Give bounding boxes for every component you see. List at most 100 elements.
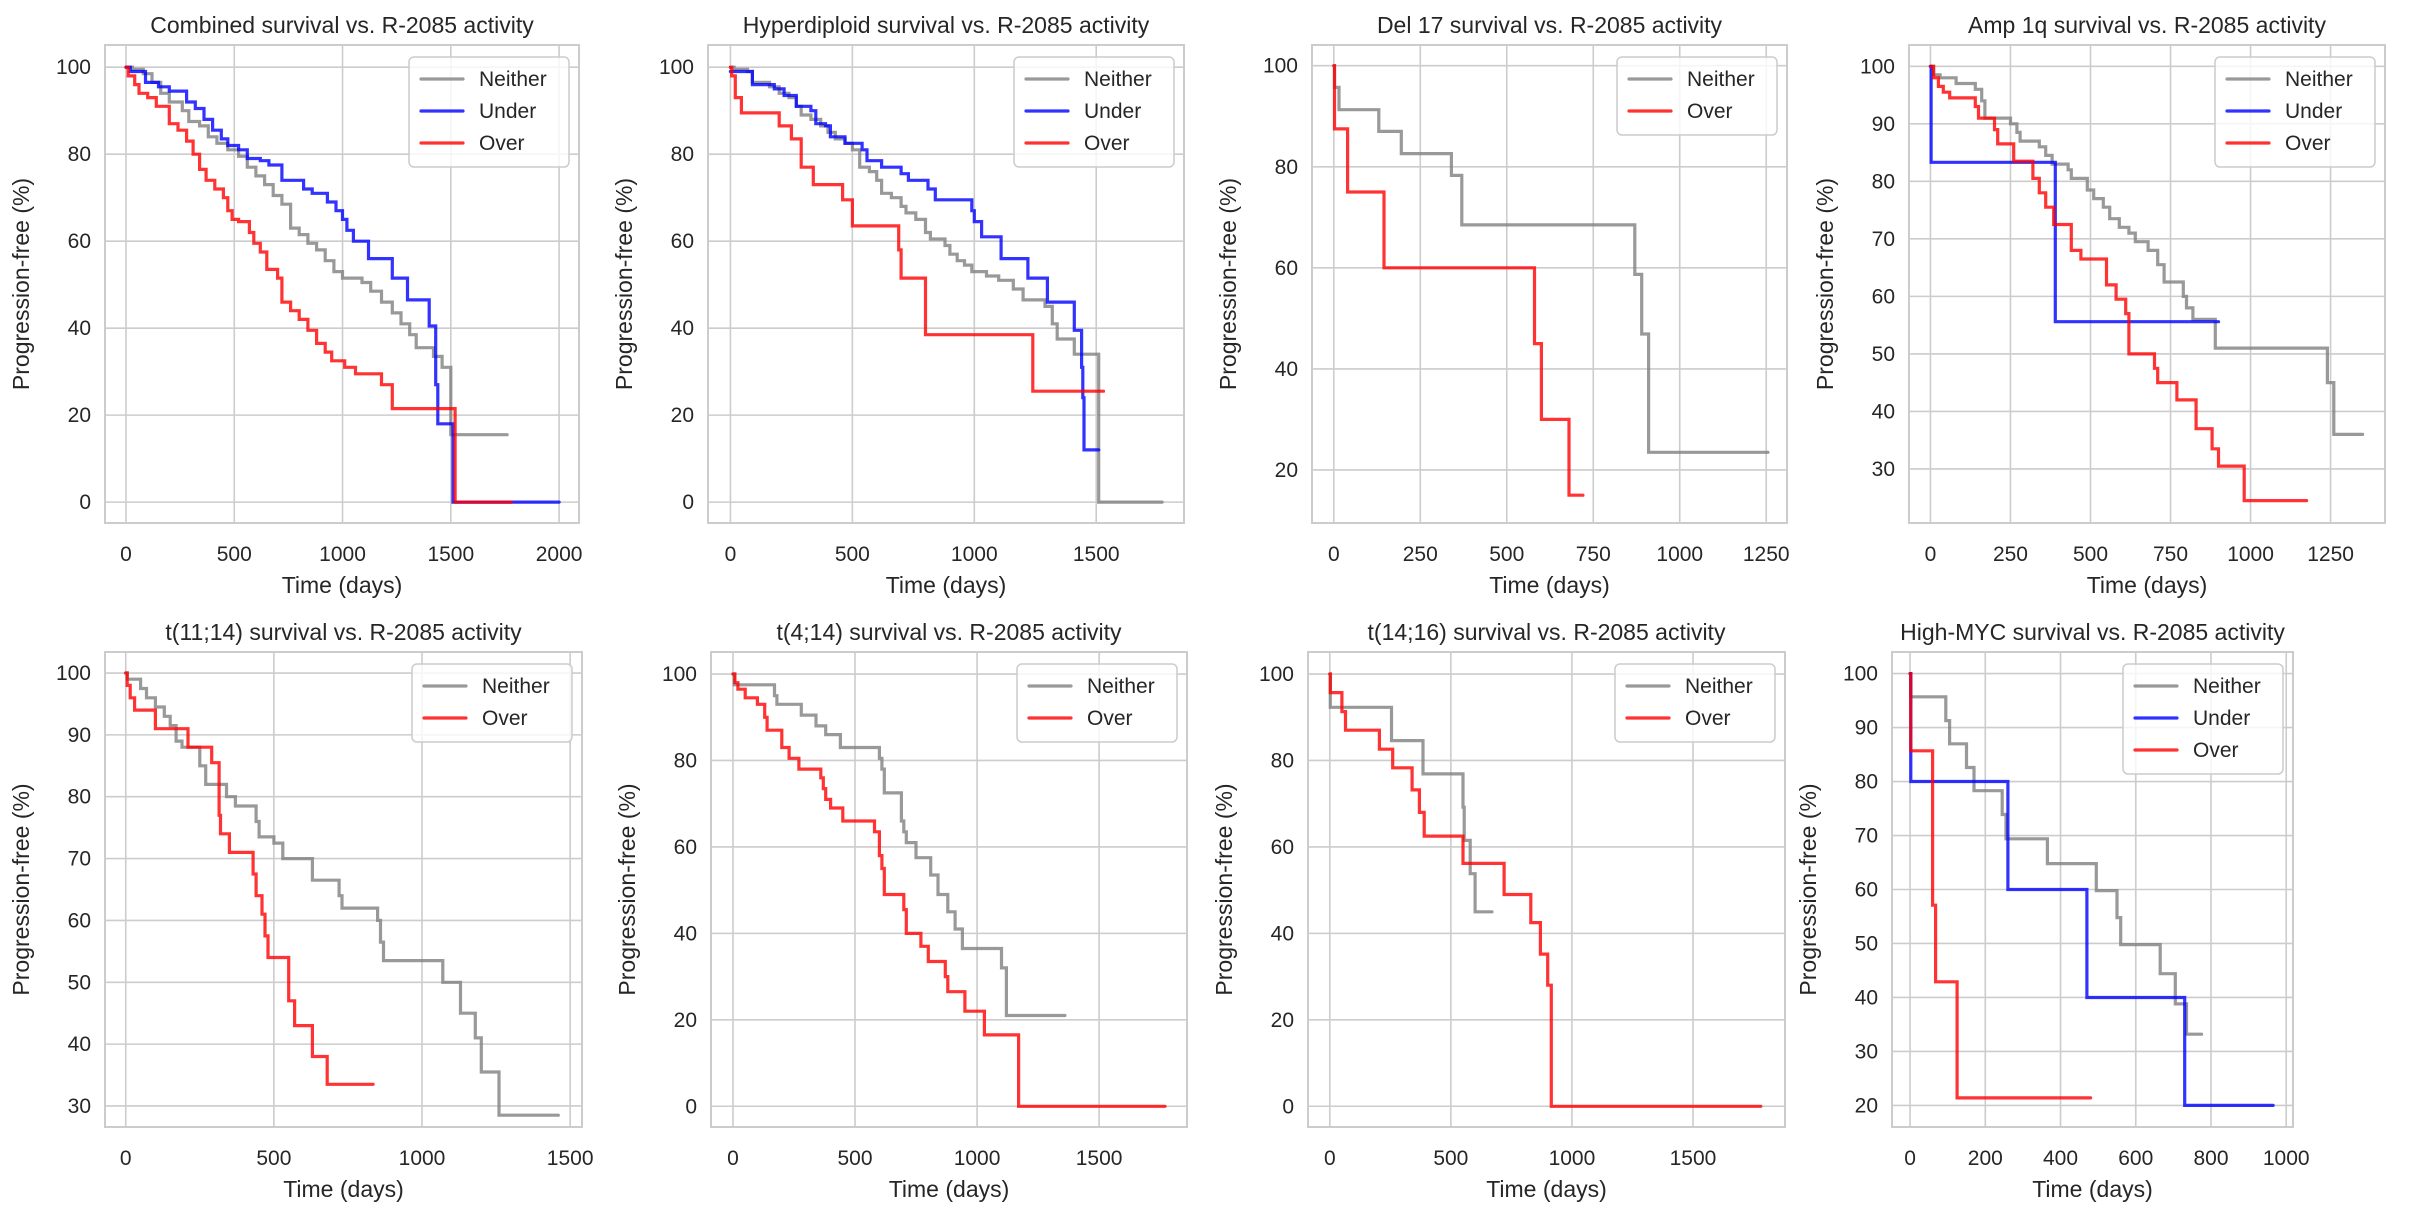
x-tick-label: 0 bbox=[1324, 1147, 1336, 1170]
y-tick-label: 40 bbox=[1855, 986, 1878, 1009]
y-tick-label: 40 bbox=[671, 317, 694, 340]
x-tick-label: 1250 bbox=[1743, 543, 1790, 566]
legend-label: Over bbox=[1087, 707, 1133, 730]
y-tick-label: 40 bbox=[674, 922, 697, 945]
y-tick-label: 60 bbox=[1872, 285, 1895, 308]
y-tick-label: 70 bbox=[1872, 228, 1895, 251]
x-tick-label: 1500 bbox=[427, 543, 474, 566]
y-tick-label: 90 bbox=[68, 724, 91, 747]
legend: Neither Over bbox=[1616, 56, 1778, 136]
legend-label: Over bbox=[482, 707, 528, 730]
y-tick-label: 50 bbox=[1855, 932, 1878, 955]
legend-label: Neither bbox=[479, 68, 547, 91]
subplot-title: High-MYC survival vs. R-2085 activity bbox=[1900, 619, 2285, 645]
curve-neither bbox=[731, 672, 1067, 1018]
axes-frame bbox=[104, 651, 583, 1128]
x-tick-label: 1000 bbox=[2263, 1147, 2310, 1170]
legend-box bbox=[411, 663, 573, 743]
curve-neither bbox=[1908, 672, 2204, 1036]
y-tick-label: 50 bbox=[68, 971, 91, 994]
y-axis-label: Progression-free (%) bbox=[1211, 783, 1237, 995]
y-tick-label: 80 bbox=[674, 749, 697, 772]
y-tick-label: 20 bbox=[671, 404, 694, 427]
x-tick-label: 500 bbox=[1433, 1147, 1468, 1170]
y-tick-label: 0 bbox=[1282, 1095, 1294, 1118]
subplot-2: 0 500 1000 1500 0 20 40 60 80 100 Hyperdiploid sur… bbox=[611, 12, 1185, 598]
legend: Neither Over bbox=[411, 663, 573, 743]
x-tick-label: 0 bbox=[725, 543, 737, 566]
x-axis-label: Time (days) bbox=[886, 572, 1007, 598]
subplot-title: Hyperdiploid survival vs. R-2085 activit… bbox=[743, 12, 1150, 38]
legend-label: Under bbox=[479, 100, 536, 123]
x-tick-label: 1000 bbox=[954, 1147, 1001, 1170]
curve-neither bbox=[124, 671, 560, 1117]
x-tick-label: 500 bbox=[1489, 543, 1524, 566]
y-tick-label: 80 bbox=[68, 786, 91, 809]
curve-neither bbox=[1928, 64, 2365, 436]
x-tick-label: 500 bbox=[2073, 543, 2108, 566]
legend-label: Under bbox=[2193, 707, 2250, 730]
y-tick-label: 40 bbox=[1872, 400, 1895, 423]
legend-label: Under bbox=[1084, 100, 1141, 123]
legend-label: Neither bbox=[1084, 68, 1152, 91]
y-tick-label: 20 bbox=[674, 1009, 697, 1032]
x-axis-label: Time (days) bbox=[1486, 1176, 1607, 1202]
curve-over bbox=[731, 672, 1167, 1108]
y-axis-label: Progression-free (%) bbox=[8, 783, 34, 995]
y-tick-label: 90 bbox=[1855, 717, 1878, 740]
curve-under bbox=[124, 65, 561, 504]
legend-label: Under bbox=[2285, 100, 2342, 123]
y-tick-label: 20 bbox=[1271, 1009, 1294, 1032]
x-tick-label: 0 bbox=[120, 1147, 132, 1170]
x-axis-label: Time (days) bbox=[1489, 572, 1610, 598]
y-tick-label: 80 bbox=[1872, 170, 1895, 193]
x-tick-label: 800 bbox=[2193, 1147, 2228, 1170]
curve-neither bbox=[124, 65, 509, 437]
legend-label: Over bbox=[1084, 132, 1130, 155]
axes-frame bbox=[104, 44, 580, 524]
y-tick-label: 40 bbox=[1271, 922, 1294, 945]
legend-label: Over bbox=[2285, 132, 2331, 155]
y-tick-label: 60 bbox=[68, 909, 91, 932]
axes-frame bbox=[1307, 651, 1786, 1128]
legend-label: Over bbox=[2193, 739, 2239, 762]
subplot-5: 0 500 1000 1500 30 40 50 60 70 80 90 100 t(11;14) su… bbox=[8, 619, 594, 1202]
y-tick-label: 100 bbox=[56, 662, 91, 685]
x-tick-label: 400 bbox=[2043, 1147, 2078, 1170]
x-tick-label: 1500 bbox=[1670, 1147, 1717, 1170]
x-tick-label: 0 bbox=[1904, 1147, 1916, 1170]
legend-box bbox=[2122, 663, 2284, 775]
y-tick-label: 80 bbox=[1271, 749, 1294, 772]
y-tick-label: 30 bbox=[1855, 1040, 1878, 1063]
y-tick-label: 80 bbox=[1855, 771, 1878, 794]
x-tick-label: 750 bbox=[1576, 543, 1611, 566]
x-tick-label: 1500 bbox=[547, 1147, 594, 1170]
y-tick-label: 60 bbox=[671, 230, 694, 253]
subplot-6: 0 500 1000 1500 0 20 40 60 80 100 t(4;14) survival… bbox=[614, 619, 1188, 1202]
curve-neither bbox=[1328, 672, 1494, 914]
x-tick-label: 0 bbox=[1925, 543, 1937, 566]
x-tick-label: 250 bbox=[1403, 543, 1438, 566]
x-tick-label: 0 bbox=[727, 1147, 739, 1170]
legend: Neither Under Over bbox=[408, 56, 570, 168]
y-tick-label: 100 bbox=[662, 663, 697, 686]
legend-label: Over bbox=[1687, 100, 1733, 123]
curve-over bbox=[1908, 672, 2093, 1100]
y-tick-label: 70 bbox=[68, 848, 91, 871]
x-tick-label: 1500 bbox=[1076, 1147, 1123, 1170]
legend: Neither Under Over bbox=[2214, 56, 2376, 168]
y-axis-label: Progression-free (%) bbox=[8, 178, 34, 390]
legend-label: Neither bbox=[1685, 675, 1753, 698]
y-axis-label: Progression-free (%) bbox=[1812, 178, 1838, 390]
x-tick-label: 0 bbox=[1328, 543, 1340, 566]
axes-frame bbox=[1908, 44, 2386, 524]
y-tick-label: 60 bbox=[1855, 879, 1878, 902]
subplot-1: 0 500 1000 1500 2000 0 20 40 60 80 100 Combined sur… bbox=[8, 12, 582, 598]
legend-label: Over bbox=[1685, 707, 1731, 730]
y-tick-label: 40 bbox=[68, 317, 91, 340]
legend-label: Neither bbox=[2285, 68, 2353, 91]
legend: Neither Over bbox=[1614, 663, 1776, 743]
axes-frame bbox=[707, 44, 1185, 524]
x-tick-label: 1000 bbox=[2227, 543, 2274, 566]
